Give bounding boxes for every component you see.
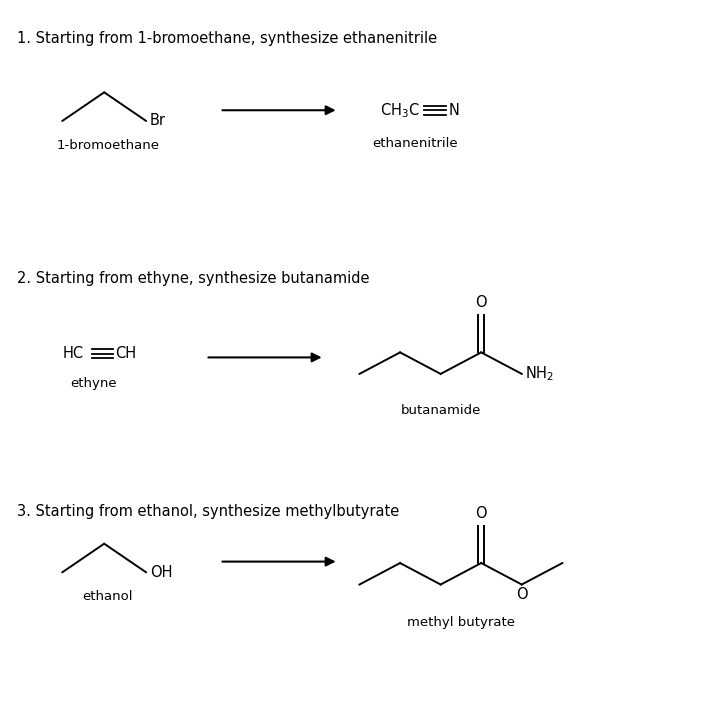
Text: 1. Starting from 1-bromoethane, synthesize ethanenitrile: 1. Starting from 1-bromoethane, synthesi… bbox=[17, 32, 437, 46]
Text: NH$_2$: NH$_2$ bbox=[525, 365, 553, 383]
Text: ethanenitrile: ethanenitrile bbox=[373, 137, 458, 150]
Text: OH: OH bbox=[149, 565, 172, 580]
Text: 2. Starting from ethyne, synthesize butanamide: 2. Starting from ethyne, synthesize buta… bbox=[17, 271, 369, 287]
Text: ethanol: ethanol bbox=[82, 591, 133, 604]
Text: O: O bbox=[475, 295, 487, 310]
Text: CH: CH bbox=[115, 347, 136, 361]
Text: N: N bbox=[449, 103, 460, 118]
Text: Br: Br bbox=[149, 113, 166, 129]
Text: HC: HC bbox=[62, 347, 83, 361]
Text: O: O bbox=[475, 506, 487, 521]
Text: O: O bbox=[516, 588, 527, 602]
Text: 3. Starting from ethanol, synthesize methylbutyrate: 3. Starting from ethanol, synthesize met… bbox=[17, 504, 399, 519]
Text: 1-bromoethane: 1-bromoethane bbox=[56, 139, 159, 152]
Text: methyl butyrate: methyl butyrate bbox=[407, 616, 515, 629]
Text: butanamide: butanamide bbox=[400, 404, 481, 417]
Text: CH$_3$C: CH$_3$C bbox=[381, 101, 420, 120]
Text: ethyne: ethyne bbox=[70, 377, 117, 390]
